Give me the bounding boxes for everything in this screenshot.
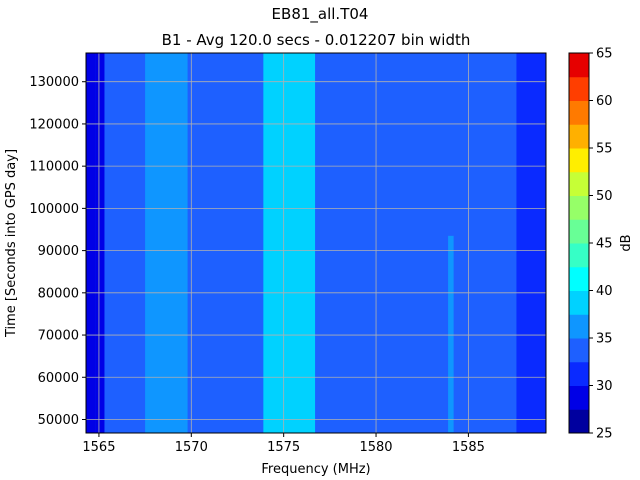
colorbar-label: dB: [619, 234, 634, 251]
x-axis-ticks: 1565 1570 1575 1580 1585: [82, 433, 485, 455]
colorbar-tick-label: 40: [596, 284, 613, 299]
x-tick-label: 1575: [267, 440, 300, 455]
colorbar-tick-label: 50: [596, 189, 613, 204]
y-tick-label: 80000: [38, 286, 79, 301]
chart-title: EB81_all.T04: [272, 5, 369, 24]
y-tick-label: 60000: [38, 371, 79, 386]
colorbar-segment: [569, 195, 589, 220]
colorbar-tick-label: 65: [596, 47, 613, 62]
grid-lines: [86, 53, 546, 433]
y-tick-label: 90000: [38, 244, 79, 259]
colorbar-segment: [569, 100, 589, 125]
y-tick-label: 110000: [29, 160, 79, 175]
colorbar-segment: [569, 124, 589, 149]
colorbar-segment: [569, 385, 589, 410]
colorbar-segment: [569, 219, 589, 244]
colorbar-segment: [569, 361, 589, 386]
colorbar: [569, 53, 589, 434]
heatmap-band-6: [276, 53, 303, 433]
colorbar-tick-label: 45: [596, 237, 613, 252]
colorbar-segment: [569, 409, 589, 434]
colorbar-segment: [569, 148, 589, 173]
x-axis-label: Frequency (MHz): [261, 462, 370, 477]
colorbar-tick-label: 25: [596, 427, 613, 442]
x-tick-label: 1570: [175, 440, 208, 455]
colorbar-tick-label: 55: [596, 142, 613, 157]
y-tick-label: 120000: [29, 117, 79, 132]
colorbar-segment: [569, 338, 589, 363]
colorbar-ticks: 25 30 35 40 45 50 55 60 65: [589, 47, 613, 442]
colorbar-segment: [569, 243, 589, 268]
x-tick-label: 1585: [452, 440, 485, 455]
x-tick-label: 1580: [359, 440, 392, 455]
colorbar-segment: [569, 76, 589, 101]
heatmap-band-7: [448, 235, 454, 433]
heatmap-band-2: [95, 53, 105, 433]
colorbar-segment: [569, 171, 589, 196]
y-tick-label: 50000: [38, 413, 79, 428]
colorbar-segment: [569, 53, 589, 78]
x-tick-label: 1565: [82, 440, 115, 455]
y-tick-label: 100000: [29, 202, 79, 217]
chart-subtitle: B1 - Avg 120.0 secs - 0.012207 bin width: [162, 31, 471, 49]
plot-area: [86, 53, 546, 433]
y-axis-ticks: 50000 60000 70000 80000 90000 100000 110000 120…: [29, 75, 86, 428]
colorbar-segment: [569, 290, 589, 315]
y-tick-label: 130000: [29, 75, 79, 90]
plot-frame: [85, 52, 547, 434]
y-tick-label: 70000: [38, 329, 79, 344]
heatmap-band-4: [145, 53, 188, 433]
colorbar-segment: [569, 314, 589, 339]
colorbar-tick-label: 60: [596, 94, 613, 109]
y-axis-label: Time [Seconds into GPS day]: [4, 149, 19, 338]
colorbar-segment: [569, 266, 589, 291]
colorbar-tick-label: 35: [596, 332, 613, 347]
colorbar-tick-label: 30: [596, 379, 613, 394]
heatmap-band-1: [86, 53, 96, 433]
